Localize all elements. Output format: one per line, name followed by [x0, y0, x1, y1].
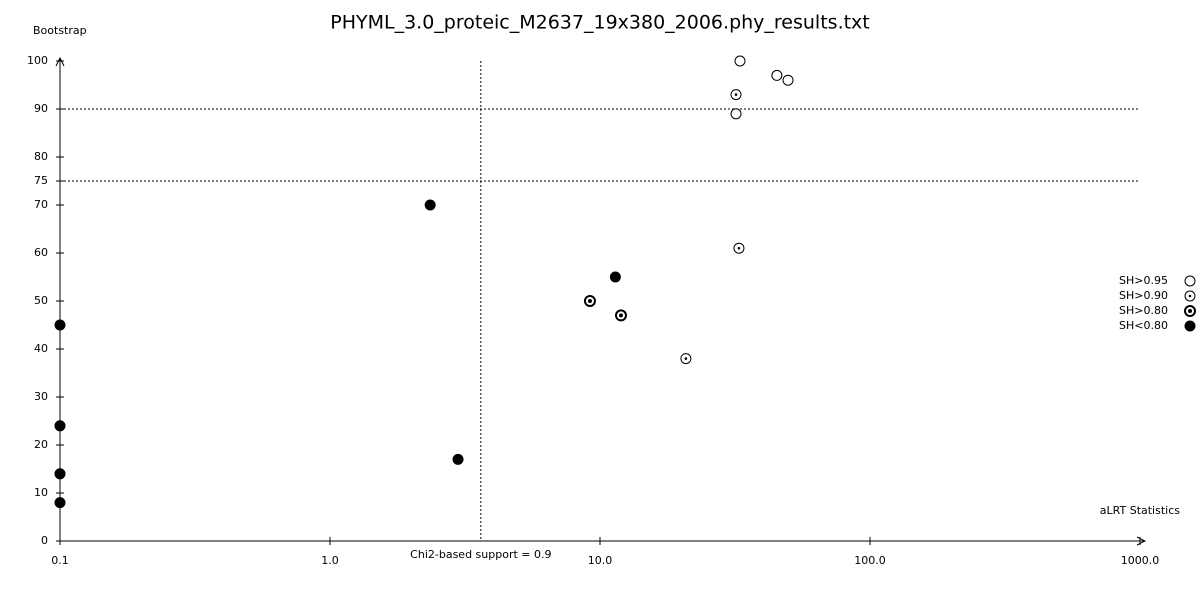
point	[734, 55, 746, 67]
y-tick-label: 10	[34, 486, 48, 499]
y-tick-label: 60	[34, 246, 48, 259]
point-center	[737, 246, 741, 250]
y-axis-label: Bootstrap	[33, 24, 87, 37]
x-tick-label: 1000.0	[1121, 554, 1160, 567]
point	[54, 468, 66, 480]
x-tick-label: 10.0	[588, 554, 613, 567]
chart-title: PHYML_3.0_proteic_M2637_19x380_2006.phy_…	[330, 12, 870, 34]
y-tick-label: 80	[34, 150, 48, 163]
legend-marker	[1184, 320, 1196, 332]
y-tick-label: 0	[41, 534, 48, 547]
point-center	[684, 357, 688, 360]
threshold-label: Chi2-based support = 0.9	[410, 548, 551, 561]
y-tick-label: 70	[34, 198, 48, 211]
x-tick-label: 100.0	[854, 554, 886, 567]
point	[771, 69, 783, 81]
point	[782, 74, 794, 86]
y-tick-label: 20	[34, 438, 48, 451]
y-tick-label: 75	[34, 174, 48, 187]
point-center	[1188, 309, 1192, 313]
legend-label: SH>0.95	[1119, 274, 1168, 287]
point-center	[618, 313, 623, 318]
y-axis-arrow	[55, 56, 65, 67]
point	[54, 497, 66, 509]
point	[730, 108, 742, 120]
x-tick-label: 0.1	[51, 554, 69, 567]
point-center	[1188, 294, 1192, 298]
legend-label: SH>0.80	[1119, 304, 1168, 317]
point-center	[734, 93, 738, 96]
x-tick-label: 1.0	[321, 554, 339, 567]
y-tick-label: 30	[34, 390, 48, 403]
y-tick-label: 50	[34, 294, 48, 307]
y-tick-label: 40	[34, 342, 48, 355]
point	[54, 420, 66, 432]
point	[452, 453, 464, 465]
y-tick-label: 100	[27, 54, 48, 67]
point-center	[587, 299, 592, 303]
point	[424, 199, 436, 211]
legend-label: SH<0.80	[1119, 319, 1168, 332]
point	[609, 271, 621, 283]
legend-marker	[1184, 275, 1196, 287]
x-axis-label: aLRT Statistics	[1100, 504, 1180, 517]
point	[54, 319, 66, 331]
y-tick-label: 90	[34, 102, 48, 115]
legend-label: SH>0.90	[1119, 289, 1168, 302]
